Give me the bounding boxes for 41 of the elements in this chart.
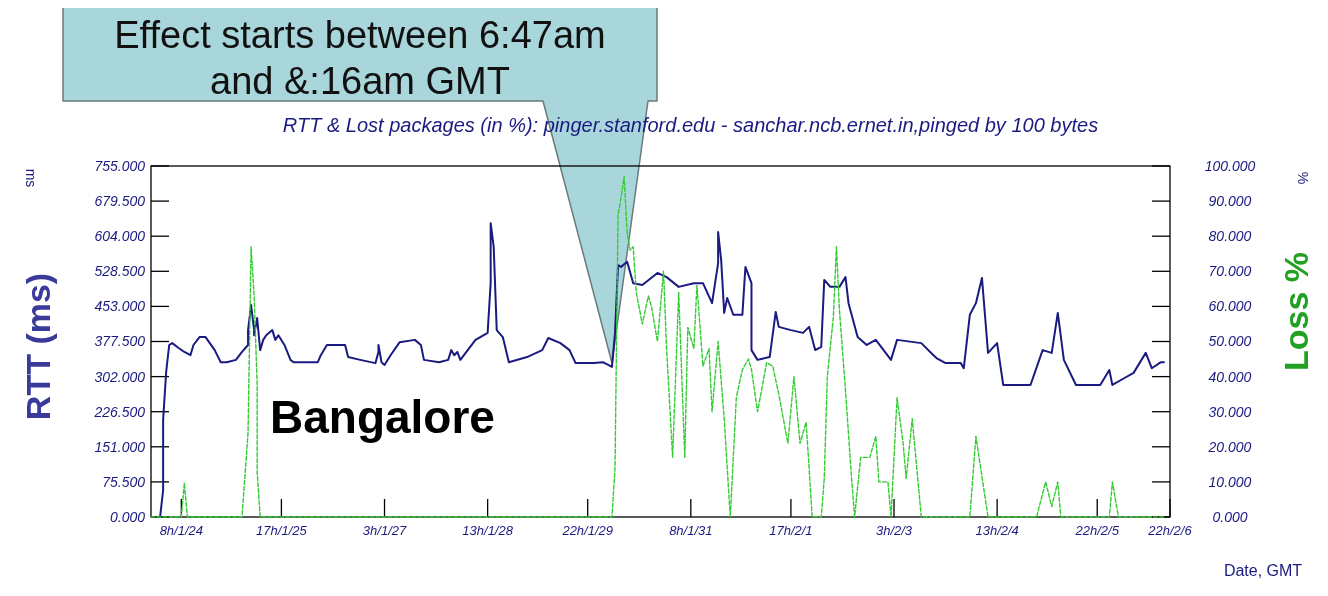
annotation: Bangalore <box>270 391 495 443</box>
x-tick-label: 17h/1/25 <box>256 523 308 538</box>
x-tick-label: 13h/2/4 <box>975 523 1019 538</box>
y-tick-label: 453.000 <box>94 298 146 315</box>
y-tick-label: 528.500 <box>94 263 146 280</box>
x-tick-label: 17h/2/1 <box>769 523 813 538</box>
y2-tick-label: 30.000 <box>1208 403 1252 420</box>
x-tick-label: 8h/1/31 <box>669 523 713 538</box>
y-tick-label: 755.000 <box>94 157 146 174</box>
chart-title: RTT & Lost packages (in %): pinger.stanford.edu - sanchar.ncb.ernet.in,pinged by 100 bytes <box>282 114 1099 136</box>
x-tick-label: 22h/2/5 <box>1074 523 1120 538</box>
y-tick-label: 679.500 <box>94 193 146 209</box>
x-tick-label: 3h/1/27 <box>362 523 407 538</box>
text: Effect starts between 6:47am and &:16am GMT <box>114 14 606 102</box>
y2-tick-label: 100.000 <box>1204 157 1256 174</box>
text: % <box>1295 171 1311 185</box>
y-tick-label: 377.500 <box>94 333 146 350</box>
y2-tick-label: 60.000 <box>1208 298 1252 315</box>
y2-tick-label: 70.000 <box>1208 263 1252 280</box>
y-tick-label: 226.500 <box>93 403 146 420</box>
y-tick-label: 151.000 <box>94 438 146 455</box>
y2-tick-label: 80.000 <box>1208 228 1252 245</box>
x-axis-title: Date, GMT <box>1223 562 1303 579</box>
y2-axis-title: Loss % <box>1277 251 1315 372</box>
y2-tick-label: 90.000 <box>1208 193 1252 209</box>
y-tick-label: 604.000 <box>94 228 146 245</box>
text: ms <box>23 168 39 188</box>
y-axis-title: RTT (ms) <box>19 272 57 421</box>
y2-tick-label: 20.000 <box>1207 438 1252 455</box>
x-tick-label: 22h/2/6 <box>1147 523 1193 538</box>
y2-tick-label: 50.000 <box>1208 333 1252 350</box>
x-tick-label: 22h/1/29 <box>561 523 614 538</box>
y2-tick-label: 0.000 <box>1212 508 1248 525</box>
x-tick-label: 13h/1/28 <box>462 523 514 538</box>
x-tick-label: 8h/1/24 <box>159 523 204 538</box>
y2-tick-label: 10.000 <box>1208 473 1252 490</box>
y-tick-label: 75.500 <box>102 473 146 490</box>
x-tick-label: 3h/2/3 <box>875 523 913 538</box>
y2-tick-label: 40.000 <box>1208 368 1252 385</box>
y-tick-label: 0.000 <box>109 508 146 525</box>
y-tick-label: 302.000 <box>94 368 146 385</box>
